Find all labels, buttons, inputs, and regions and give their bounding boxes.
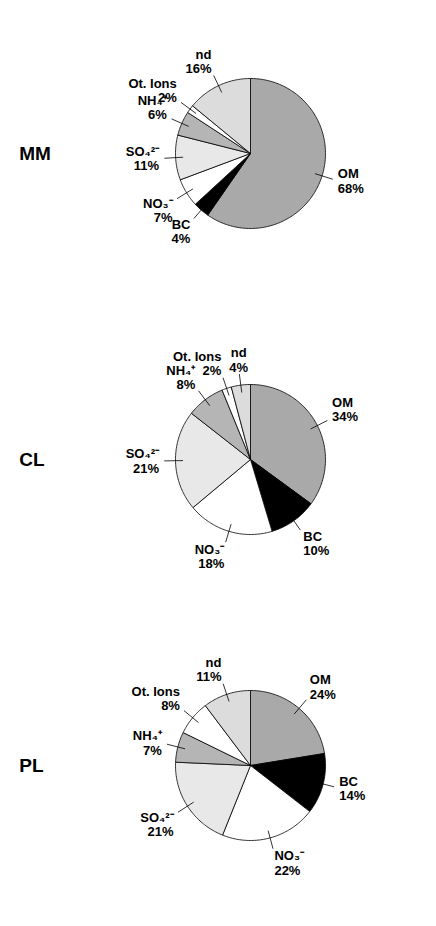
svg-text:NH₄⁺8%: NH₄⁺8% [166,363,196,392]
svg-text:nd4%: nd4% [229,345,248,374]
svg-text:SO₄²⁻21%: SO₄²⁻21% [140,809,174,838]
svg-text:BC10%: BC10% [303,529,329,558]
svg-text:NO₃⁻7%: NO₃⁻7% [143,196,174,225]
svg-text:Ot. Ions2%: Ot. Ions2% [173,349,222,378]
svg-text:PL: PL [19,755,44,776]
svg-text:Ot. Ions2%: Ot. Ions2% [128,76,177,105]
svg-text:CL: CL [19,449,45,470]
svg-text:SO₄²⁻21%: SO₄²⁻21% [126,446,160,475]
svg-text:BC4%: BC4% [172,217,191,246]
svg-text:OM34%: OM34% [332,395,358,424]
svg-text:OM68%: OM68% [338,166,364,195]
svg-text:Ot. Ions8%: Ot. Ions8% [132,684,181,713]
svg-text:nd11%: nd11% [196,655,222,684]
svg-text:NH₄⁺7%: NH₄⁺7% [133,728,163,757]
svg-text:NO₃⁻22%: NO₃⁻22% [274,848,305,877]
svg-text:NO₃⁻18%: NO₃⁻18% [195,542,226,571]
svg-text:nd16%: nd16% [185,47,211,76]
svg-text:BC14%: BC14% [339,774,365,803]
svg-text:OM24%: OM24% [310,672,336,701]
svg-text:SO₄²⁻11%: SO₄²⁻11% [126,144,160,173]
svg-text:MM: MM [19,143,51,164]
